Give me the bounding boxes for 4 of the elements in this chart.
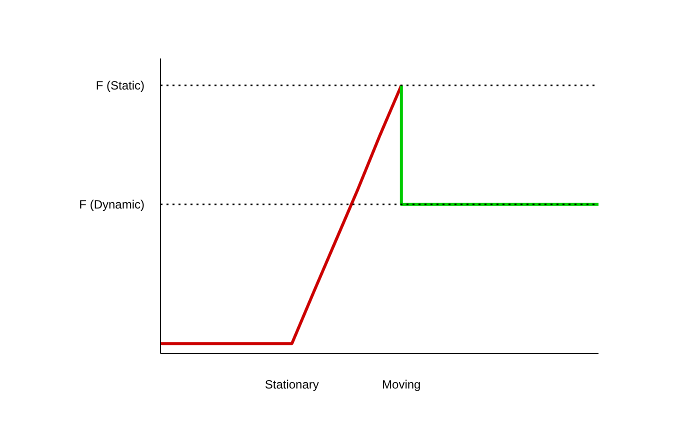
x-tick-label: Moving — [382, 378, 421, 392]
x-tick-label: Stationary — [264, 378, 319, 392]
ref-line-label: F (Static) — [96, 78, 145, 92]
ref-line-label: F (Dynamic) — [79, 197, 145, 212]
